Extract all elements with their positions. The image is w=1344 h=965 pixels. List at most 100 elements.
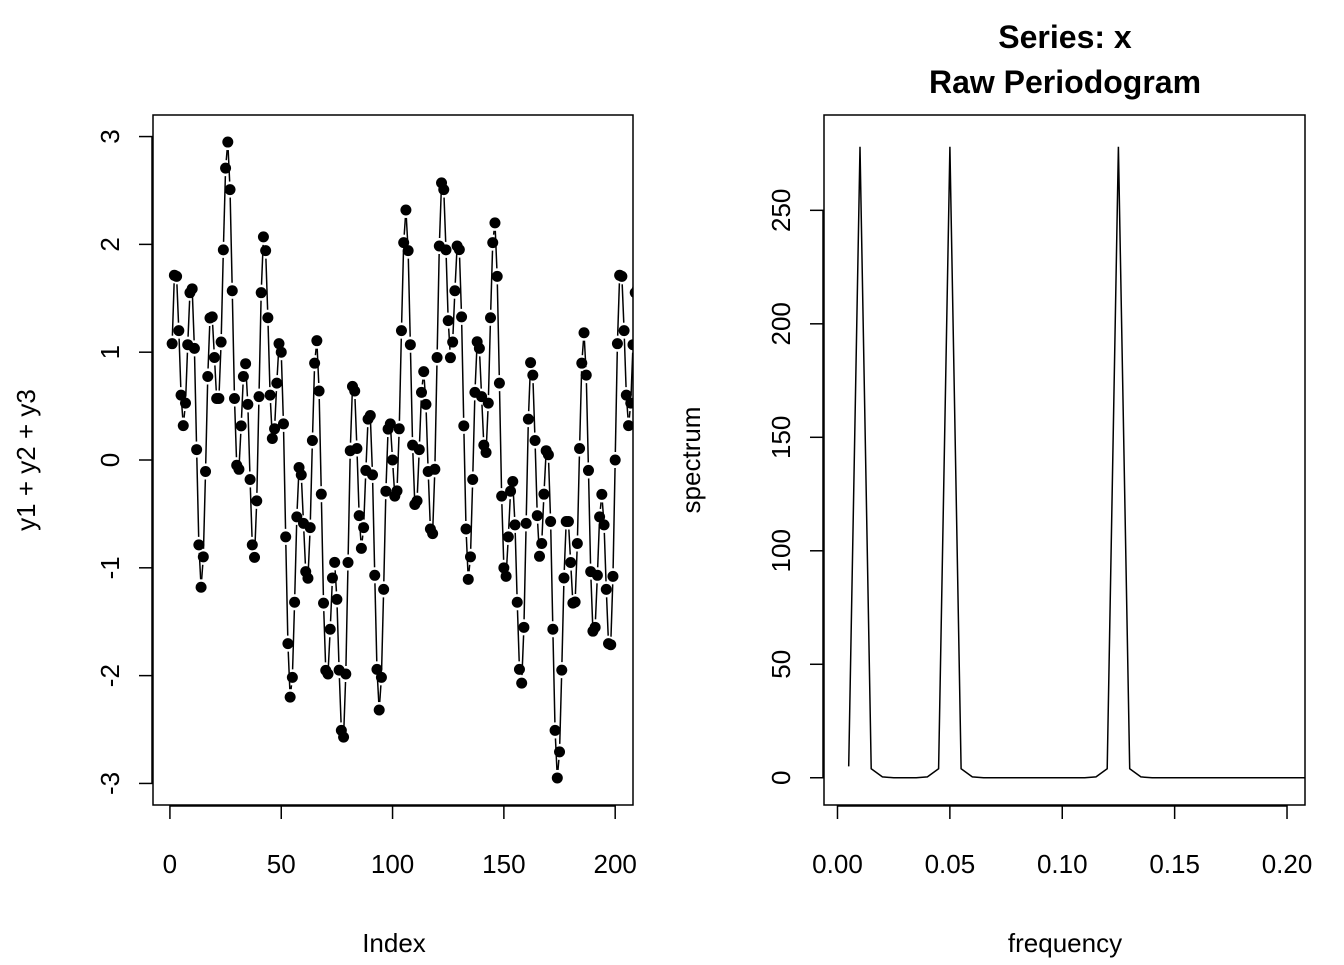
data-point [354, 510, 365, 521]
series-line-segment [482, 405, 483, 438]
data-point [590, 622, 601, 633]
data-point [521, 518, 532, 529]
x-tick-label: 150 [482, 849, 525, 879]
series-line-segment [286, 545, 288, 636]
data-point [351, 443, 362, 454]
series-line-segment [179, 339, 181, 387]
series-line-segment [230, 198, 232, 283]
series-line-segment [417, 458, 419, 493]
data-point [454, 244, 465, 255]
series-line-segment [591, 580, 593, 624]
data-point [222, 137, 233, 148]
data-point [619, 325, 630, 336]
series-line-segment [366, 427, 368, 462]
data-point [305, 522, 316, 533]
series-line-segment [549, 463, 551, 514]
series-line-segment [551, 530, 553, 622]
data-point [394, 423, 405, 434]
series-line-segment [408, 259, 410, 337]
data-point [534, 551, 545, 562]
data-point [420, 399, 431, 410]
data-point [171, 271, 182, 282]
data-point [605, 639, 616, 650]
data-point [456, 311, 467, 322]
series-line-segment [337, 607, 339, 662]
series-line-segment [586, 383, 588, 462]
data-point [209, 352, 220, 363]
data-point [487, 237, 498, 248]
series-line-segment [464, 434, 466, 521]
data-point [173, 325, 184, 336]
series-line-segment [293, 610, 295, 669]
data-point [367, 469, 378, 480]
data-point [196, 582, 207, 593]
data-point [461, 523, 472, 534]
data-point [599, 519, 610, 530]
data-point [501, 571, 512, 582]
data-point [543, 449, 554, 460]
series-line-segment [526, 427, 528, 515]
data-point [576, 358, 587, 369]
series-line-segment [542, 502, 544, 535]
data-point [505, 486, 516, 497]
data-point [198, 551, 209, 562]
series-line-segment [437, 254, 439, 349]
data-point [167, 338, 178, 349]
series-line-segment [239, 434, 240, 462]
data-point [616, 271, 627, 282]
series-line-segment [607, 597, 609, 635]
x-tick-label: 0.15 [1149, 849, 1200, 879]
series-line-segment [357, 456, 359, 507]
data-point [532, 510, 543, 521]
series-line-segment [582, 341, 583, 355]
y-tick-label: 150 [766, 416, 796, 459]
series-line-segment [206, 385, 208, 464]
series-line-segment [622, 284, 624, 322]
series-line-segment [284, 432, 286, 529]
series-line-segment [399, 339, 401, 421]
series-line-segment [208, 326, 210, 369]
data-point [516, 678, 527, 689]
series-line-segment [440, 191, 442, 238]
data-point [514, 664, 525, 675]
data-point [247, 539, 258, 550]
left-xlabel: Index [362, 928, 426, 958]
x-tick-label: 0.00 [812, 849, 863, 879]
data-point [287, 672, 298, 683]
data-point [260, 245, 271, 256]
data-point [331, 594, 342, 605]
data-point [565, 557, 576, 568]
series-line-segment [404, 218, 405, 235]
y-tick-label: 100 [766, 529, 796, 572]
series-line-segment [480, 356, 481, 388]
right-ylabel: spectrum [676, 407, 706, 514]
data-point [527, 370, 538, 381]
series-line-segment [250, 487, 252, 536]
y-tick-label: -1 [95, 556, 125, 579]
series-line-segment [495, 231, 497, 269]
data-point [218, 244, 229, 255]
series-line-segment [517, 610, 519, 661]
data-point [427, 528, 438, 539]
data-point [525, 357, 536, 368]
data-point [307, 435, 318, 446]
series-line-segment [192, 297, 194, 341]
data-point [572, 538, 583, 549]
data-point [523, 414, 534, 425]
series-line-segment [380, 685, 381, 702]
data-point [512, 597, 523, 608]
data-point [429, 464, 440, 475]
series-line-segment [373, 483, 375, 567]
series-line-segment [321, 502, 323, 595]
data-point [574, 443, 585, 454]
series-line-segment [197, 458, 199, 537]
series-line-segment [444, 198, 446, 242]
data-point [463, 574, 474, 585]
series-line-segment [266, 259, 268, 310]
series-line-segment [268, 326, 270, 387]
data-point [325, 624, 336, 635]
y-tick-label: 250 [766, 189, 796, 232]
series-line-segment [571, 571, 572, 596]
data-point [318, 598, 329, 609]
